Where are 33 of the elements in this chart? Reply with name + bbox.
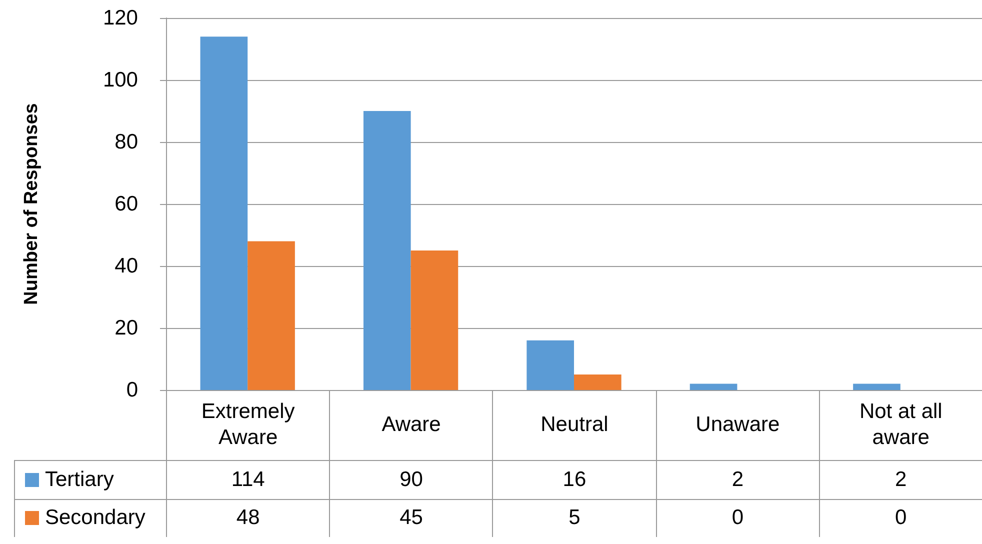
x-tick-label: Extremely Aware [166, 390, 330, 460]
y-axis-title: Number of Responses [21, 103, 42, 305]
y-tick-label: 0 [126, 378, 138, 402]
bar [248, 241, 295, 390]
data-label: 48 [166, 498, 330, 537]
data-label: 2 [818, 460, 982, 498]
data-label: 2 [656, 460, 819, 498]
legend-label: Tertiary [45, 466, 114, 493]
bar [200, 36, 248, 390]
y-tick-label: 20 [114, 316, 138, 340]
bar [853, 384, 900, 390]
data-label: 16 [492, 460, 656, 498]
legend-label: Secondary [45, 505, 146, 532]
y-tick-label: 40 [114, 254, 138, 278]
x-tick-label: Aware [329, 390, 492, 460]
data-label: 5 [492, 498, 656, 537]
bar [574, 374, 622, 390]
data-label: 45 [329, 498, 492, 537]
data-label: 114 [166, 460, 330, 498]
x-tick-label: Neutral [492, 390, 656, 460]
bar [690, 384, 738, 390]
y-tick-label: 60 [114, 192, 138, 216]
x-tick-label: Not at all aware [818, 390, 982, 460]
bar [526, 340, 574, 390]
y-tick-label: 120 [102, 6, 138, 30]
data-label: 90 [329, 460, 492, 498]
y-tick-label: 100 [102, 68, 138, 92]
x-tick-label: Unaware [656, 390, 819, 460]
bar [410, 250, 458, 390]
bar [363, 111, 411, 390]
data-label: 0 [818, 498, 982, 537]
y-tick-label: 80 [114, 130, 138, 154]
data-label: 0 [656, 498, 819, 537]
